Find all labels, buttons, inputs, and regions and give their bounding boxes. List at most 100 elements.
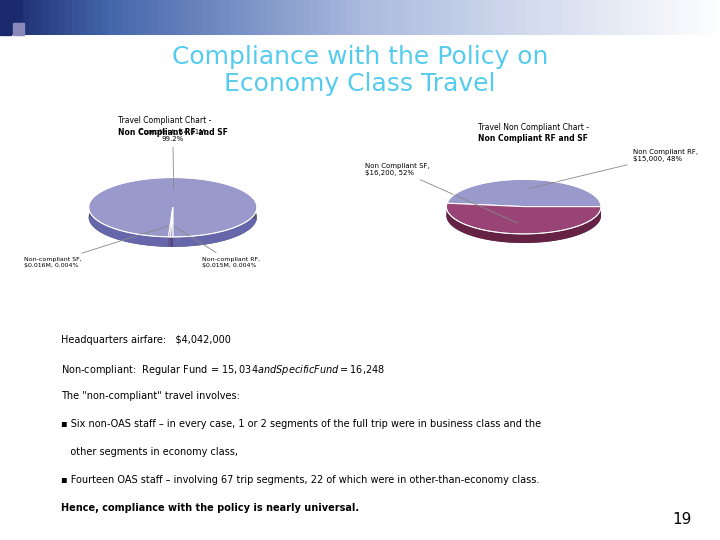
Text: Compliant, $4.01M,
99.2%: Compliant, $4.01M, 99.2%	[138, 129, 207, 190]
Bar	[382, 0, 389, 35]
Bar	[122, 0, 130, 35]
Bar	[0, 23, 11, 35]
Bar	[641, 0, 648, 35]
Bar	[252, 0, 259, 35]
Bar	[50, 0, 58, 35]
Bar	[533, 0, 540, 35]
Bar	[612, 0, 619, 35]
Bar	[446, 0, 454, 35]
Bar	[187, 0, 194, 35]
Bar	[202, 0, 209, 35]
Bar	[569, 0, 576, 35]
Text: Non Compliant RF,
$15,000, 48%: Non Compliant RF, $15,000, 48%	[530, 149, 698, 188]
Bar	[72, 0, 79, 35]
Text: other segments in economy class,: other segments in economy class,	[61, 447, 238, 457]
Text: Non Compliant RF and SF: Non Compliant RF and SF	[118, 128, 228, 137]
Text: Non-compliant RF,
$0.015M, 0.004%: Non-compliant RF, $0.015M, 0.004%	[174, 226, 261, 268]
Bar	[439, 0, 446, 35]
Bar	[598, 0, 605, 35]
Text: 19: 19	[672, 511, 691, 526]
Bar	[677, 0, 684, 35]
Bar	[684, 0, 691, 35]
Bar	[367, 0, 374, 35]
Bar	[13, 23, 24, 35]
Bar	[216, 0, 223, 35]
Bar	[274, 0, 281, 35]
Text: Travel Non Compliant Chart -: Travel Non Compliant Chart -	[478, 123, 589, 132]
Bar	[338, 0, 346, 35]
Bar	[151, 0, 158, 35]
Bar	[144, 0, 151, 35]
Bar	[662, 0, 670, 35]
Bar	[374, 0, 382, 35]
Polygon shape	[446, 203, 601, 234]
Bar	[511, 0, 518, 35]
Text: Non Compliant SF,
$16,200, 52%: Non Compliant SF, $16,200, 52%	[364, 163, 518, 223]
Bar	[518, 0, 526, 35]
Bar	[166, 0, 173, 35]
Bar	[158, 0, 166, 35]
Bar	[346, 0, 353, 35]
Bar	[223, 0, 230, 35]
Bar	[410, 0, 418, 35]
Polygon shape	[171, 207, 173, 237]
Bar	[288, 0, 295, 35]
Bar	[209, 0, 216, 35]
Bar	[353, 0, 360, 35]
Bar	[713, 0, 720, 35]
Bar	[94, 0, 101, 35]
Bar	[302, 0, 310, 35]
Bar	[655, 0, 662, 35]
Polygon shape	[447, 179, 601, 207]
Text: Non Compliant RF and SF: Non Compliant RF and SF	[478, 134, 588, 143]
Bar	[634, 0, 641, 35]
Text: Economy Class Travel: Economy Class Travel	[224, 72, 496, 96]
Text: The "non-compliant" travel involves:: The "non-compliant" travel involves:	[61, 391, 240, 401]
Bar	[108, 0, 115, 35]
Bar	[130, 0, 137, 35]
Bar	[360, 0, 367, 35]
Bar	[432, 0, 439, 35]
Bar	[14, 0, 22, 35]
Bar	[389, 0, 396, 35]
Bar	[295, 0, 302, 35]
Polygon shape	[168, 237, 171, 247]
Text: Hence, compliance with the policy is nearly universal.: Hence, compliance with the policy is nea…	[61, 503, 359, 514]
Bar	[0, 0, 7, 35]
Text: Non-compliant:  Regular Fund = $15,034 and Specific Fund = $16,248: Non-compliant: Regular Fund = $15,034 an…	[61, 363, 385, 377]
Bar	[43, 0, 50, 35]
Bar	[468, 0, 475, 35]
Polygon shape	[446, 188, 601, 243]
Text: Compliance with the Policy on: Compliance with the Policy on	[172, 45, 548, 69]
Bar	[482, 0, 490, 35]
Bar	[259, 0, 266, 35]
Bar	[29, 0, 36, 35]
Bar	[706, 0, 713, 35]
Bar	[310, 0, 317, 35]
Bar	[79, 0, 86, 35]
Bar	[490, 0, 497, 35]
Bar	[475, 0, 482, 35]
Bar	[648, 0, 655, 35]
Bar	[36, 0, 43, 35]
Bar	[0, 0, 22, 21]
Text: Non-compliant SF,
$0.016M, 0.004%: Non-compliant SF, $0.016M, 0.004%	[24, 226, 168, 268]
Bar	[230, 0, 238, 35]
Text: ▪ Six non-OAS staff – in every case, 1 or 2 segments of the full trip were in bu: ▪ Six non-OAS staff – in every case, 1 o…	[61, 419, 541, 429]
Bar	[65, 0, 72, 35]
Bar	[605, 0, 612, 35]
Bar	[58, 0, 65, 35]
Bar	[317, 0, 324, 35]
Bar	[266, 0, 274, 35]
Bar	[173, 0, 180, 35]
Bar	[526, 0, 533, 35]
Polygon shape	[89, 187, 257, 247]
Bar	[554, 0, 562, 35]
Bar	[670, 0, 677, 35]
Bar	[22, 0, 29, 35]
Bar	[180, 0, 187, 35]
Bar	[691, 0, 698, 35]
Polygon shape	[171, 237, 173, 247]
Bar	[583, 0, 590, 35]
Bar	[101, 0, 108, 35]
